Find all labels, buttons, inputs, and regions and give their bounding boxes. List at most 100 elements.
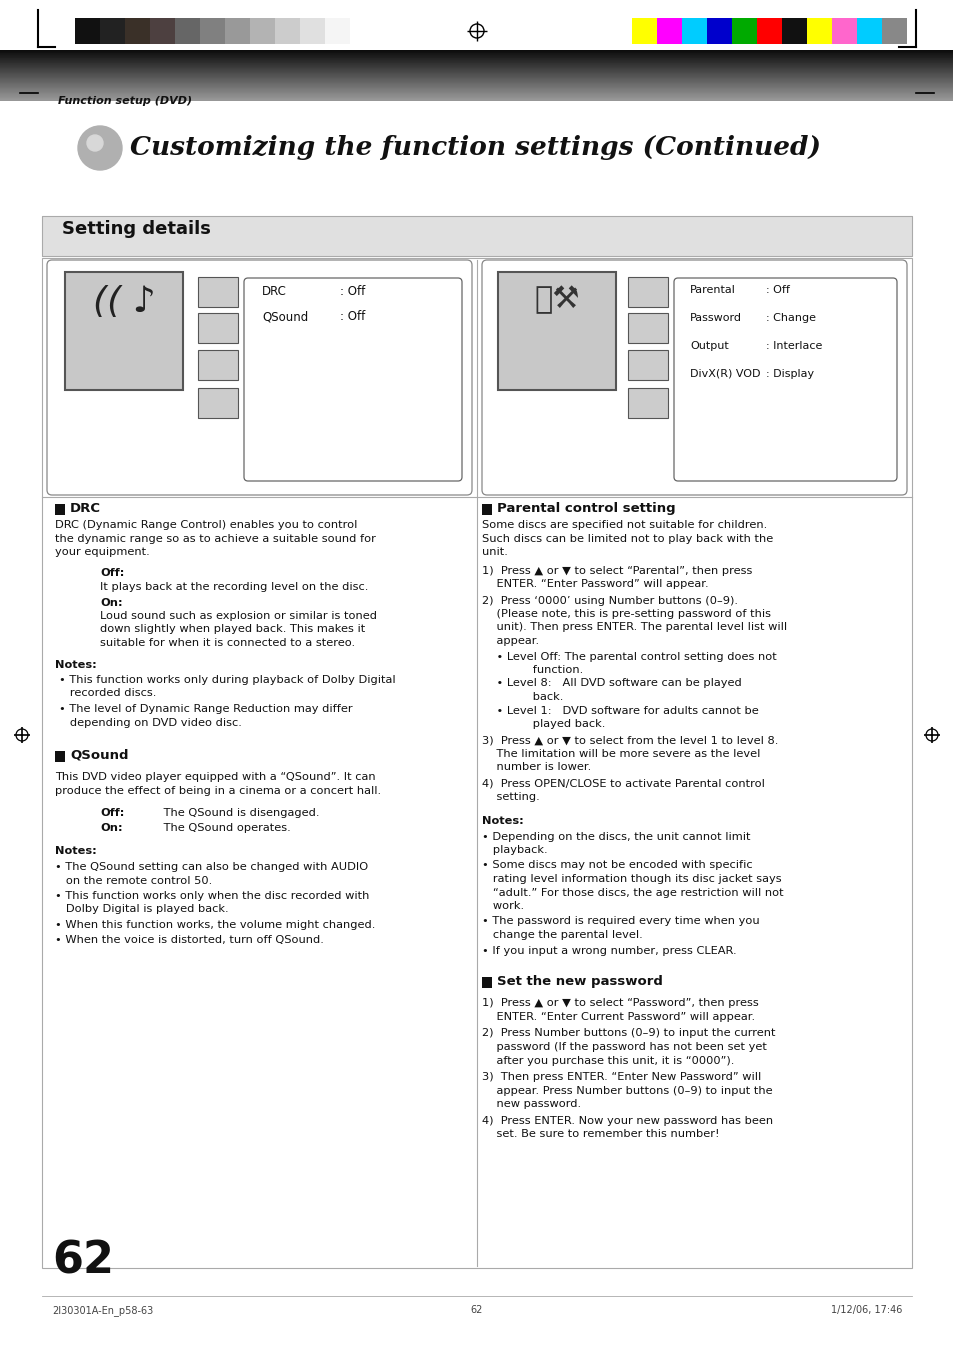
Text: Output: Output (689, 340, 728, 351)
Text: • Depending on the discs, the unit cannot limit: • Depending on the discs, the unit canno… (481, 831, 750, 842)
Text: • Level 1:   DVD software for adults cannot be: • Level 1: DVD software for adults canno… (481, 705, 758, 716)
Bar (299, 18, 325, 45)
Text: appear.: appear. (481, 636, 538, 646)
Text: • This function works only when the disc recorded with: • This function works only when the disc… (55, 892, 369, 901)
Circle shape (78, 126, 122, 170)
Text: Off:: Off: (100, 569, 124, 578)
Text: work.: work. (481, 901, 523, 911)
Text: Function setup (DVD): Function setup (DVD) (58, 96, 192, 105)
Text: • This function works only during playback of Dolby Digital: • This function works only during playba… (59, 676, 395, 685)
Bar (42, 216, 911, 255)
Text: unit.: unit. (481, 547, 507, 557)
Text: 3)  Then press ENTER. “Enter New Password” will: 3) Then press ENTER. “Enter New Password… (481, 1071, 760, 1082)
Text: • The QSound setting can also be changed with AUDIO: • The QSound setting can also be changed… (55, 862, 368, 871)
Bar (481, 504, 492, 515)
Text: 4)  Press OPEN/CLOSE to activate Parental control: 4) Press OPEN/CLOSE to activate Parental… (481, 780, 764, 789)
Text: DRC: DRC (70, 503, 101, 515)
Text: Some discs are specified not suitable for children.: Some discs are specified not suitable fo… (481, 520, 766, 530)
Text: depending on DVD video disc.: depending on DVD video disc. (59, 717, 242, 727)
Text: “adult.” For those discs, the age restriction will not: “adult.” For those discs, the age restri… (481, 888, 782, 897)
Text: : Off: : Off (765, 285, 789, 295)
Text: The limitation will be more severe as the level: The limitation will be more severe as th… (481, 748, 760, 759)
Text: 2)  Press Number buttons (0–9) to input the current: 2) Press Number buttons (0–9) to input t… (481, 1028, 775, 1039)
Text: 2I30301A-En_p58-63: 2I30301A-En_p58-63 (52, 1305, 153, 1316)
Text: Dolby Digital is played back.: Dolby Digital is played back. (55, 905, 229, 915)
Bar (100, 18, 125, 45)
Text: password (If the password has not been set yet: password (If the password has not been s… (481, 1042, 766, 1052)
Text: appear. Press Number buttons (0–9) to input the: appear. Press Number buttons (0–9) to in… (481, 1085, 772, 1096)
Bar (225, 18, 250, 45)
Text: It plays back at the recording level on the disc.: It plays back at the recording level on … (100, 582, 368, 592)
Bar (627, 313, 667, 343)
Bar (75, 18, 100, 45)
Text: (( ♪: (( ♪ (92, 285, 155, 319)
Text: • When the voice is distorted, turn off QSound.: • When the voice is distorted, turn off … (55, 935, 323, 946)
Text: Notes:: Notes: (55, 659, 96, 670)
Bar (757, 18, 781, 45)
Text: produce the effect of being in a cinema or a concert hall.: produce the effect of being in a cinema … (55, 786, 381, 796)
Text: playback.: playback. (481, 844, 547, 855)
Text: Off:: Off: (100, 808, 124, 817)
Bar (198, 350, 237, 380)
Bar (856, 18, 882, 45)
Bar (806, 18, 831, 45)
Text: 1)  Press ▲ or ▼ to select “Password”, then press: 1) Press ▲ or ▼ to select “Password”, th… (481, 998, 758, 1008)
Text: after you purchase this unit, it is “0000”).: after you purchase this unit, it is “000… (481, 1055, 734, 1066)
FancyBboxPatch shape (47, 259, 472, 494)
Text: 3)  Press ▲ or ▼ to select from the level 1 to level 8.: 3) Press ▲ or ▼ to select from the level… (481, 735, 778, 746)
Text: Customizing the function settings (Continued): Customizing the function settings (Conti… (130, 135, 821, 159)
Bar (42, 258, 911, 1269)
Text: On:: On: (100, 823, 123, 834)
Text: setting.: setting. (481, 793, 539, 802)
FancyBboxPatch shape (673, 278, 896, 481)
Text: • Some discs may not be encoded with specific: • Some discs may not be encoded with spe… (481, 861, 752, 870)
Circle shape (87, 135, 103, 151)
Text: 2)  Press ‘0000’ using Number buttons (0–9).: 2) Press ‘0000’ using Number buttons (0–… (481, 596, 738, 605)
Text: new password.: new password. (481, 1098, 580, 1109)
Text: Set the new password: Set the new password (497, 975, 662, 988)
Bar (657, 18, 681, 45)
Bar (706, 18, 731, 45)
Text: number is lower.: number is lower. (481, 762, 591, 773)
Text: DivX(R) VOD: DivX(R) VOD (689, 369, 760, 380)
Bar (627, 277, 667, 307)
Text: ENTER. “Enter Password” will appear.: ENTER. “Enter Password” will appear. (481, 580, 708, 589)
Text: • The password is required every time when you: • The password is required every time wh… (481, 916, 759, 927)
Text: : Change: : Change (765, 313, 815, 323)
Text: The QSound is disengaged.: The QSound is disengaged. (160, 808, 319, 817)
Text: ⛯⚒: ⛯⚒ (534, 285, 579, 313)
Bar (200, 18, 225, 45)
Bar (681, 18, 706, 45)
Bar (481, 977, 492, 988)
Text: • The level of Dynamic Range Reduction may differ: • The level of Dynamic Range Reduction m… (59, 704, 353, 713)
Text: • When this function works, the volume might changed.: • When this function works, the volume m… (55, 920, 375, 929)
Text: • Level Off: The parental control setting does not: • Level Off: The parental control settin… (481, 651, 776, 662)
Text: function.: function. (481, 665, 582, 676)
Bar (882, 18, 906, 45)
Bar (627, 388, 667, 417)
Text: This DVD video player equipped with a “QSound”. It can: This DVD video player equipped with a “Q… (55, 773, 375, 782)
Text: : Off: : Off (339, 285, 365, 299)
Bar (274, 18, 299, 45)
Text: the dynamic range so as to achieve a suitable sound for: the dynamic range so as to achieve a sui… (55, 534, 375, 543)
Text: back.: back. (481, 692, 563, 703)
Text: 1/12/06, 17:46: 1/12/06, 17:46 (830, 1305, 901, 1315)
Text: ENTER. “Enter Current Password” will appear.: ENTER. “Enter Current Password” will app… (481, 1012, 755, 1021)
Text: DRC: DRC (262, 285, 287, 299)
Bar (631, 18, 657, 45)
Text: down slightly when played back. This makes it: down slightly when played back. This mak… (100, 624, 365, 635)
Text: Parental: Parental (689, 285, 735, 295)
Text: Setting details: Setting details (62, 220, 211, 238)
Text: 1)  Press ▲ or ▼ to select “Parental”, then press: 1) Press ▲ or ▼ to select “Parental”, th… (481, 566, 752, 576)
Text: your equipment.: your equipment. (55, 547, 150, 557)
Text: QSound: QSound (70, 748, 129, 762)
Text: recorded discs.: recorded discs. (59, 689, 156, 698)
Text: Notes:: Notes: (481, 816, 523, 825)
FancyBboxPatch shape (481, 259, 906, 494)
Text: Loud sound such as explosion or similar is toned: Loud sound such as explosion or similar … (100, 611, 376, 621)
Bar (731, 18, 757, 45)
Bar (198, 277, 237, 307)
Text: change the parental level.: change the parental level. (481, 929, 642, 940)
Bar (65, 272, 183, 390)
Text: 62: 62 (52, 1240, 113, 1283)
